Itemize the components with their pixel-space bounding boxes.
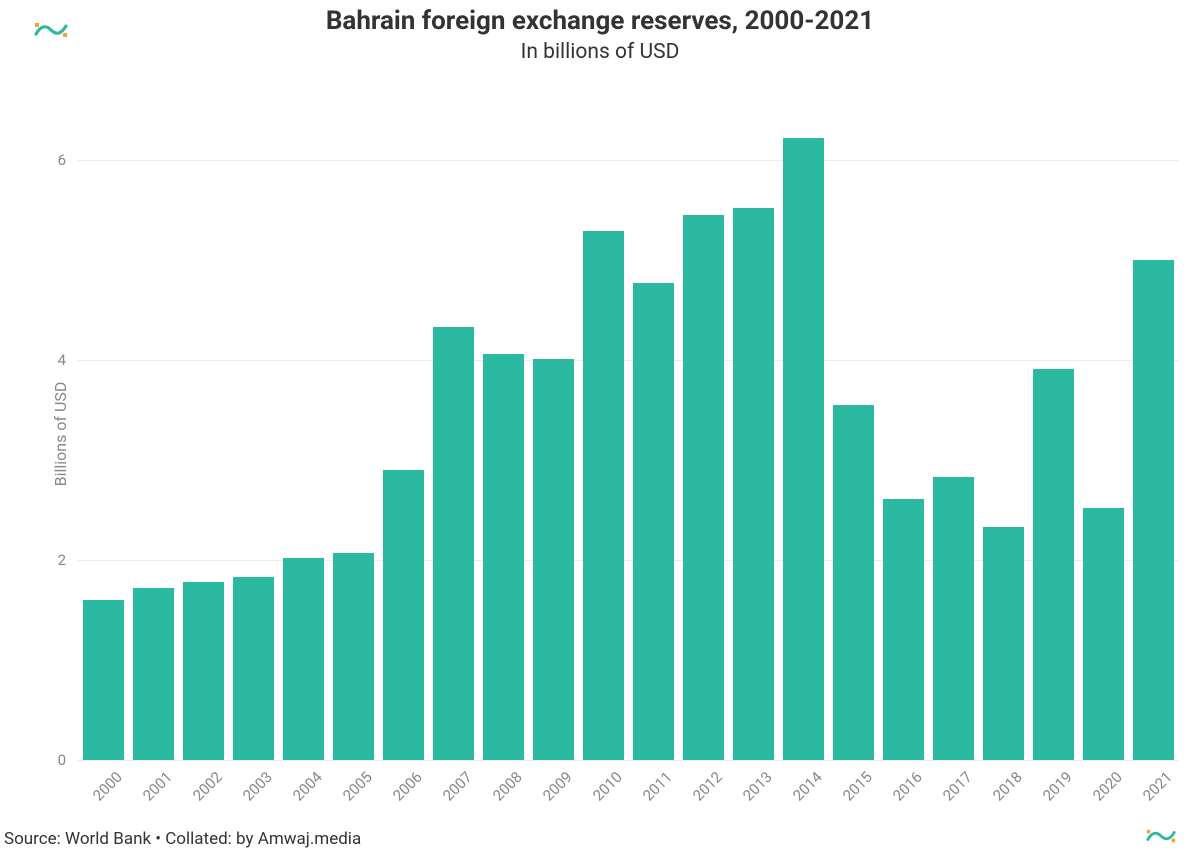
bar [483, 354, 524, 760]
bar [633, 283, 674, 760]
bar-slot: 2002 [178, 100, 228, 760]
chart-title: Bahrain foreign exchange reserves, 2000-… [0, 6, 1200, 36]
x-tick-label: 2010 [589, 768, 626, 805]
bar [783, 138, 824, 760]
bar [133, 588, 174, 760]
bar [83, 600, 124, 760]
bar [333, 553, 374, 760]
bar [733, 208, 774, 760]
bar-slot: 2010 [578, 100, 628, 760]
x-tick-label: 2006 [389, 768, 426, 805]
x-tick-label: 2012 [689, 768, 726, 805]
bar [933, 477, 974, 760]
bar-slot: 2019 [1028, 100, 1078, 760]
bar-slot: 2012 [678, 100, 728, 760]
x-tick-label: 2011 [639, 768, 676, 805]
bar-slot: 2020 [1078, 100, 1128, 760]
y-tick-label: 0 [58, 751, 66, 769]
y-tick-label: 6 [58, 151, 66, 169]
x-tick-label: 2008 [489, 768, 526, 805]
bar-slot: 2018 [978, 100, 1028, 760]
bar [283, 558, 324, 760]
bar-slot: 2009 [528, 100, 578, 760]
bar-slot: 2014 [778, 100, 828, 760]
bar [983, 527, 1024, 760]
chart-container: Bahrain foreign exchange reserves, 2000-… [0, 0, 1200, 867]
bar-slot: 2005 [328, 100, 378, 760]
x-tick-label: 2014 [789, 768, 826, 805]
x-tick-label: 2004 [289, 768, 326, 805]
x-tick-label: 2020 [1089, 768, 1126, 805]
bar-slot: 2013 [728, 100, 778, 760]
bar-slot: 2004 [278, 100, 328, 760]
x-tick-label: 2018 [989, 768, 1026, 805]
bar-slot: 2016 [878, 100, 928, 760]
bar [183, 582, 224, 760]
bar-slot: 2001 [128, 100, 178, 760]
grid-line [78, 760, 1178, 761]
x-tick-label: 2015 [839, 768, 876, 805]
bar-slot: 2011 [628, 100, 678, 760]
y-tick-label: 2 [58, 551, 66, 569]
x-tick-label: 2017 [939, 768, 976, 805]
x-tick-label: 2001 [139, 768, 176, 805]
chart-subtitle: In billions of USD [0, 40, 1200, 64]
bar-slot: 2017 [928, 100, 978, 760]
bar [583, 231, 624, 760]
plot-area: 0246 20002001200220032004200520062007200… [78, 100, 1178, 760]
x-tick-label: 2021 [1139, 768, 1176, 805]
x-tick-label: 2007 [439, 768, 476, 805]
bar [433, 327, 474, 760]
bar [683, 215, 724, 760]
x-tick-label: 2002 [189, 768, 226, 805]
x-tick-label: 2003 [239, 768, 276, 805]
bar-slot: 2000 [78, 100, 128, 760]
bar-slot: 2021 [1128, 100, 1178, 760]
bar [233, 577, 274, 760]
bar-slot: 2008 [478, 100, 528, 760]
bar [883, 499, 924, 760]
bar [1033, 369, 1074, 760]
bar [383, 470, 424, 760]
x-tick-label: 2005 [339, 768, 376, 805]
bar [1133, 260, 1174, 760]
y-axis-label: Billions of USD [51, 381, 70, 486]
bar-slot: 2003 [228, 100, 278, 760]
x-tick-label: 2016 [889, 768, 926, 805]
bar-slot: 2015 [828, 100, 878, 760]
x-tick-label: 2000 [89, 768, 126, 805]
bar [833, 405, 874, 760]
bar-slot: 2006 [378, 100, 428, 760]
source-attribution: Source: World Bank • Collated: by Amwaj.… [4, 829, 361, 849]
bar [533, 359, 574, 760]
bar-slot: 2007 [428, 100, 478, 760]
brand-logo-bottom-icon [1146, 827, 1176, 845]
x-tick-label: 2019 [1039, 768, 1076, 805]
bar [1083, 508, 1124, 760]
x-tick-label: 2009 [539, 768, 576, 805]
y-tick-label: 4 [58, 351, 66, 369]
x-tick-label: 2013 [739, 768, 776, 805]
